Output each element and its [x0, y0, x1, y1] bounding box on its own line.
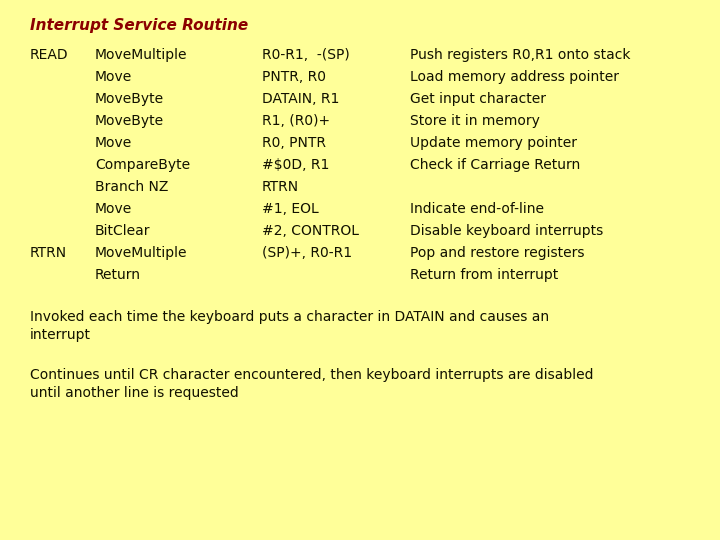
Text: Return: Return [95, 268, 141, 282]
Text: #2, CONTROL: #2, CONTROL [262, 224, 359, 238]
Text: MoveByte: MoveByte [95, 92, 164, 106]
Text: BitClear: BitClear [95, 224, 150, 238]
Text: Interrupt Service Routine: Interrupt Service Routine [30, 18, 248, 33]
Text: MoveMultiple: MoveMultiple [95, 48, 187, 62]
Text: PNTR, R0: PNTR, R0 [262, 70, 326, 84]
Text: Invoked each time the keyboard puts a character in DATAIN and causes an
interrup: Invoked each time the keyboard puts a ch… [30, 310, 549, 342]
Text: RTRN: RTRN [30, 246, 67, 260]
Text: READ: READ [30, 48, 68, 62]
Text: DATAIN, R1: DATAIN, R1 [262, 92, 339, 106]
Text: R0-R1,  -(SP): R0-R1, -(SP) [262, 48, 350, 62]
Text: R1, (R0)+: R1, (R0)+ [262, 114, 330, 128]
Text: Load memory address pointer: Load memory address pointer [410, 70, 619, 84]
Text: #1, EOL: #1, EOL [262, 202, 319, 216]
Text: Move: Move [95, 136, 132, 150]
Text: Get input character: Get input character [410, 92, 546, 106]
Text: Update memory pointer: Update memory pointer [410, 136, 577, 150]
Text: Indicate end-of-line: Indicate end-of-line [410, 202, 544, 216]
Text: Disable keyboard interrupts: Disable keyboard interrupts [410, 224, 603, 238]
Text: RTRN: RTRN [262, 180, 299, 194]
Text: Return from interrupt: Return from interrupt [410, 268, 558, 282]
Text: MoveByte: MoveByte [95, 114, 164, 128]
Text: Branch NZ: Branch NZ [95, 180, 168, 194]
Text: Push registers R0,R1 onto stack: Push registers R0,R1 onto stack [410, 48, 631, 62]
Text: Move: Move [95, 70, 132, 84]
Text: Move: Move [95, 202, 132, 216]
Text: Store it in memory: Store it in memory [410, 114, 540, 128]
Text: (SP)+, R0-R1: (SP)+, R0-R1 [262, 246, 352, 260]
Text: Continues until CR character encountered, then keyboard interrupts are disabled
: Continues until CR character encountered… [30, 368, 593, 400]
Text: CompareByte: CompareByte [95, 158, 190, 172]
Text: R0, PNTR: R0, PNTR [262, 136, 326, 150]
Text: MoveMultiple: MoveMultiple [95, 246, 187, 260]
Text: Pop and restore registers: Pop and restore registers [410, 246, 585, 260]
Text: #$0D, R1: #$0D, R1 [262, 158, 329, 172]
Text: Check if Carriage Return: Check if Carriage Return [410, 158, 580, 172]
